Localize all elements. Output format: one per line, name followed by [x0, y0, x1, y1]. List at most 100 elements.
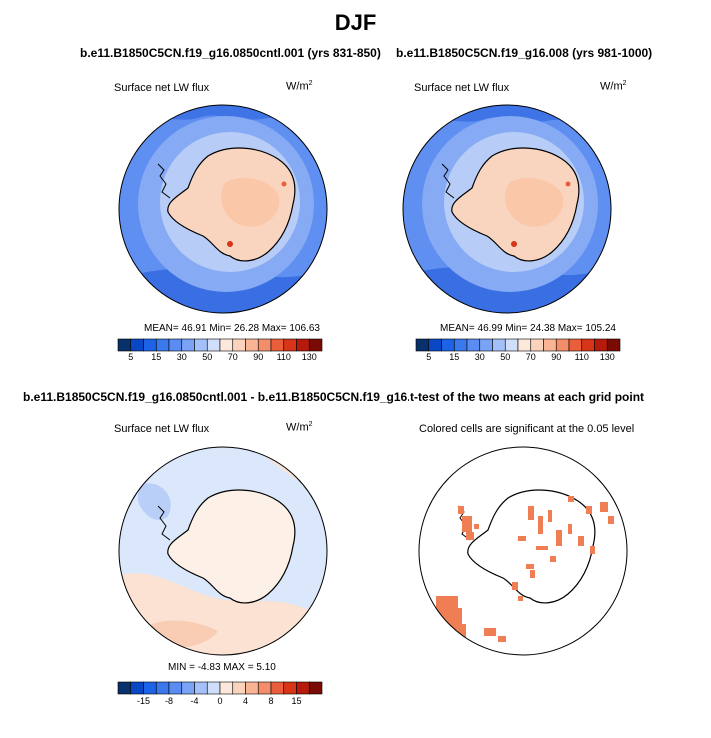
panel-3-stats: MIN = -4.83 MAX = 5.10 — [168, 662, 276, 673]
colorbar-swatch — [219, 681, 234, 695]
land-warm-patch — [505, 178, 564, 227]
colorbar-swatch — [143, 338, 157, 352]
panel-2-units: W/m2 — [600, 80, 627, 93]
colorbar-swatch — [555, 338, 570, 352]
panel-4-polar-map — [418, 446, 628, 656]
land-hotspot — [565, 181, 571, 187]
panel-1-colorbar-ticks: 5 15 30 50 70 90 110 130 — [118, 352, 322, 364]
figure-title: DJF — [334, 10, 377, 35]
colorbar-swatch — [428, 338, 442, 352]
colorbar-swatch — [296, 681, 310, 695]
colorbar-tick-label: -4 — [190, 696, 199, 706]
colorbar-tick-label: 130 — [301, 352, 317, 362]
colorbar-swatch — [143, 681, 157, 695]
panel-4-variable-label: Colored cells are significant at the 0.0… — [419, 423, 635, 435]
panel-3-units: W/m2 — [286, 421, 313, 434]
map-boundary-circle — [402, 104, 612, 314]
colorbar-swatch — [155, 338, 170, 352]
significant-cell — [528, 506, 534, 520]
colorbar-swatch — [232, 338, 246, 352]
panel-2-title: b.e11.B1850C5CN.f19_g16.008 (yrs 981-100… — [396, 46, 653, 60]
colorbar-swatch — [206, 681, 221, 695]
colorbar-swatch — [283, 338, 297, 352]
significant-cell — [512, 582, 518, 590]
colorbar-tick-label: 8 — [268, 696, 274, 706]
significant-cell — [474, 524, 479, 529]
colorbar-swatch — [466, 338, 481, 352]
panel-1-colorbar — [117, 338, 323, 352]
colorbar-swatch — [257, 338, 272, 352]
significant-cell — [462, 516, 472, 532]
land-hotspot — [511, 241, 517, 247]
colorbar-swatch — [594, 338, 608, 352]
colorbar-swatch — [453, 338, 468, 352]
significant-cell — [526, 564, 534, 569]
significant-cell — [548, 510, 552, 522]
colorbar-swatch — [206, 338, 221, 352]
panel-1-units: W/m2 — [286, 80, 313, 93]
panel-4-title: t-test of the two means at each grid poi… — [409, 390, 645, 404]
colorbar-swatch — [441, 338, 455, 352]
colorbar-tick-label: 50 — [500, 352, 511, 362]
colorbar-tick-label: 90 — [253, 352, 264, 362]
map-boundary-circle — [118, 446, 328, 656]
panel-2-colorbar — [415, 338, 621, 352]
colorbar-swatch — [194, 338, 208, 352]
colorbar-swatch — [543, 338, 557, 352]
colorbar-swatch — [308, 681, 323, 695]
map-boundary-circle — [418, 446, 628, 656]
panel-3-title: b.e11.B1850C5CN.f19_g16.0850cntl.001 - b… — [23, 390, 431, 404]
significant-cell — [550, 556, 556, 562]
panel-2-colorbar-ticks: 5 15 30 50 70 90 110 130 — [416, 352, 620, 364]
colorbar-swatch — [130, 338, 144, 352]
significant-cell — [608, 516, 614, 524]
colorbar-swatch — [130, 681, 144, 695]
panel-3-colorbar — [117, 681, 323, 695]
panel-3-variable-label: Surface net LW flux — [114, 423, 210, 435]
panel-1-title: b.e11.B1850C5CN.f19_g16.0850cntl.001 (yr… — [80, 46, 381, 60]
significant-cell — [436, 596, 458, 610]
colorbar-swatch — [155, 681, 170, 695]
colorbar-tick-label: 70 — [227, 352, 238, 362]
significant-cell — [518, 536, 526, 541]
colorbar-swatch — [270, 681, 285, 695]
panel-2-polar-map — [402, 104, 612, 314]
significant-cell — [586, 506, 592, 514]
antarctica-coastline — [467, 489, 596, 604]
colorbar-tick-label: 30 — [474, 352, 485, 362]
colorbar-swatch — [308, 338, 323, 352]
significant-cell — [600, 502, 608, 512]
significant-cell — [568, 524, 572, 534]
colorbar-tick-label: 15 — [151, 352, 162, 362]
colorbar-swatch — [232, 681, 246, 695]
colorbar-tick-label: -15 — [136, 696, 150, 706]
colorbar-swatch — [181, 681, 195, 695]
colorbar-swatch — [517, 338, 532, 352]
colorbar-swatch — [181, 338, 195, 352]
significant-cell — [538, 516, 543, 534]
land-hotspot — [227, 241, 233, 247]
colorbar-tick-label: 50 — [202, 352, 213, 362]
significant-cell — [458, 506, 464, 514]
significant-cell — [466, 532, 474, 540]
colorbar-tick-label: 70 — [525, 352, 536, 362]
colorbar-tick-label: 5 — [426, 352, 432, 362]
colorbar-swatch — [270, 338, 285, 352]
panel-3-colorbar-ticks: -15 -8 -4 0 4 8 15 — [118, 696, 322, 708]
colorbar-swatch — [245, 338, 259, 352]
colorbar-swatch — [245, 681, 259, 695]
colorbar-swatch — [168, 338, 183, 352]
map-boundary-circle — [118, 104, 328, 314]
significant-cell — [556, 530, 562, 546]
panel-1-variable-label: Surface net LW flux — [114, 82, 210, 94]
panel-3-polar-map — [118, 446, 328, 656]
colorbar-swatch — [168, 681, 183, 695]
colorbar-swatch — [581, 338, 595, 352]
colorbar-swatch — [117, 681, 132, 695]
significant-cell — [432, 608, 462, 626]
colorbar-tick-label: 0 — [217, 696, 223, 706]
colorbar-swatch — [219, 338, 234, 352]
antarctic-peninsula-coast — [157, 505, 171, 541]
colorbar-swatch — [194, 681, 208, 695]
colorbar-tick-label: -8 — [164, 696, 173, 706]
